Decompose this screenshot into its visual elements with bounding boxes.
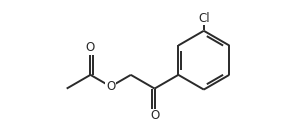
Text: O: O: [86, 41, 95, 54]
Text: O: O: [106, 80, 115, 93]
Text: O: O: [150, 109, 159, 122]
Text: Cl: Cl: [198, 12, 210, 25]
